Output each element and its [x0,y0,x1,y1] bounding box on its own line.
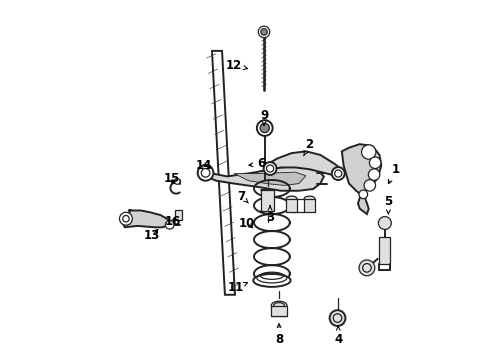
Text: 16: 16 [165,215,181,228]
Circle shape [174,179,180,184]
Text: 7: 7 [237,190,248,203]
Text: 15: 15 [163,172,180,185]
Circle shape [120,212,132,225]
Circle shape [368,169,380,180]
Text: 10: 10 [239,216,255,230]
Polygon shape [379,237,390,264]
Bar [286,199,297,212]
Text: 3: 3 [266,206,274,224]
Circle shape [260,123,270,133]
Circle shape [359,190,368,199]
Text: 8: 8 [275,324,283,346]
Polygon shape [123,211,170,227]
Circle shape [264,162,276,175]
Text: 2: 2 [304,138,314,156]
Circle shape [332,167,344,180]
Polygon shape [265,151,343,176]
Text: 5: 5 [384,195,392,214]
Ellipse shape [271,301,287,310]
Polygon shape [212,51,235,295]
Text: 12: 12 [225,59,247,72]
Bar [271,306,287,316]
Polygon shape [342,144,381,214]
Text: 9: 9 [260,109,268,125]
Circle shape [364,180,375,191]
Circle shape [166,221,174,229]
Ellipse shape [286,196,297,201]
Text: 11: 11 [228,281,247,294]
Circle shape [197,165,214,181]
Polygon shape [234,172,306,185]
Circle shape [362,145,376,159]
Text: 6: 6 [249,157,265,170]
Circle shape [369,157,381,168]
Bar [261,190,274,211]
Bar [304,199,315,212]
Ellipse shape [253,274,291,287]
Circle shape [258,26,270,38]
Circle shape [257,120,272,136]
Circle shape [378,217,392,229]
Text: 4: 4 [334,327,343,346]
Circle shape [261,29,267,35]
Ellipse shape [304,196,315,201]
Polygon shape [198,166,324,191]
Bar [175,210,182,220]
Text: 14: 14 [196,159,212,172]
Circle shape [359,260,375,276]
Text: 13: 13 [144,229,160,242]
Circle shape [330,310,345,326]
Text: 1: 1 [389,163,400,184]
